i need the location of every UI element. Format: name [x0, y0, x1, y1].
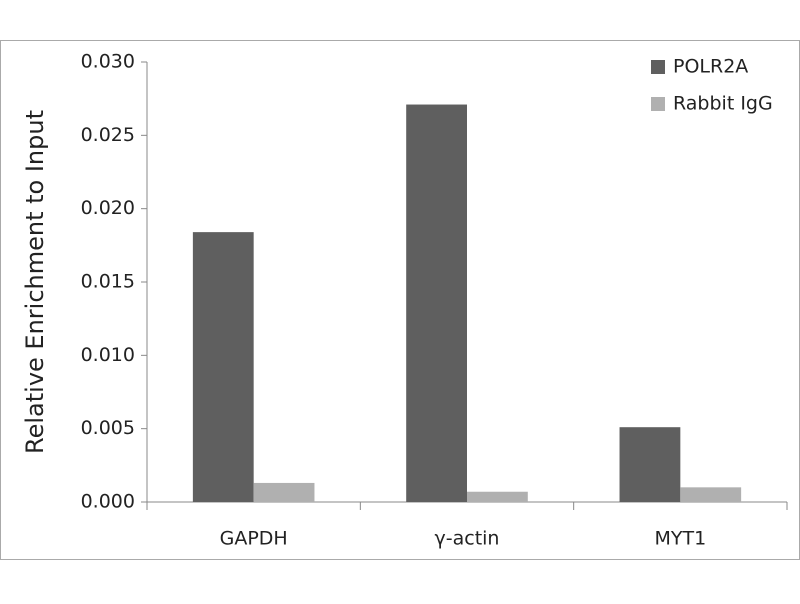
- bar: [619, 427, 681, 502]
- y-tick-label: 0.005: [81, 417, 135, 439]
- y-tick-label: 0.025: [81, 124, 135, 146]
- legend-swatch: [651, 97, 665, 111]
- x-tick-label: MYT1: [654, 528, 706, 550]
- y-tick-label: 0.020: [81, 197, 135, 219]
- bar: [253, 482, 315, 502]
- legend-label: POLR2A: [673, 56, 748, 78]
- x-tick-label: GAPDH: [220, 528, 288, 550]
- legend-swatch: [651, 60, 665, 74]
- bar: [680, 487, 742, 502]
- bar: [192, 232, 254, 502]
- y-tick-label: 0.030: [81, 51, 135, 73]
- y-tick-label: 0.010: [81, 344, 135, 366]
- legend-label: Rabbit IgG: [673, 93, 773, 115]
- y-tick-label: 0.015: [81, 271, 135, 293]
- bar: [406, 104, 467, 503]
- y-tick-label: 0.000: [81, 491, 135, 513]
- bar: [467, 491, 528, 502]
- x-tick-label: γ-actin: [435, 528, 500, 550]
- y-axis-label: Relative Enrichment to Input: [21, 110, 49, 454]
